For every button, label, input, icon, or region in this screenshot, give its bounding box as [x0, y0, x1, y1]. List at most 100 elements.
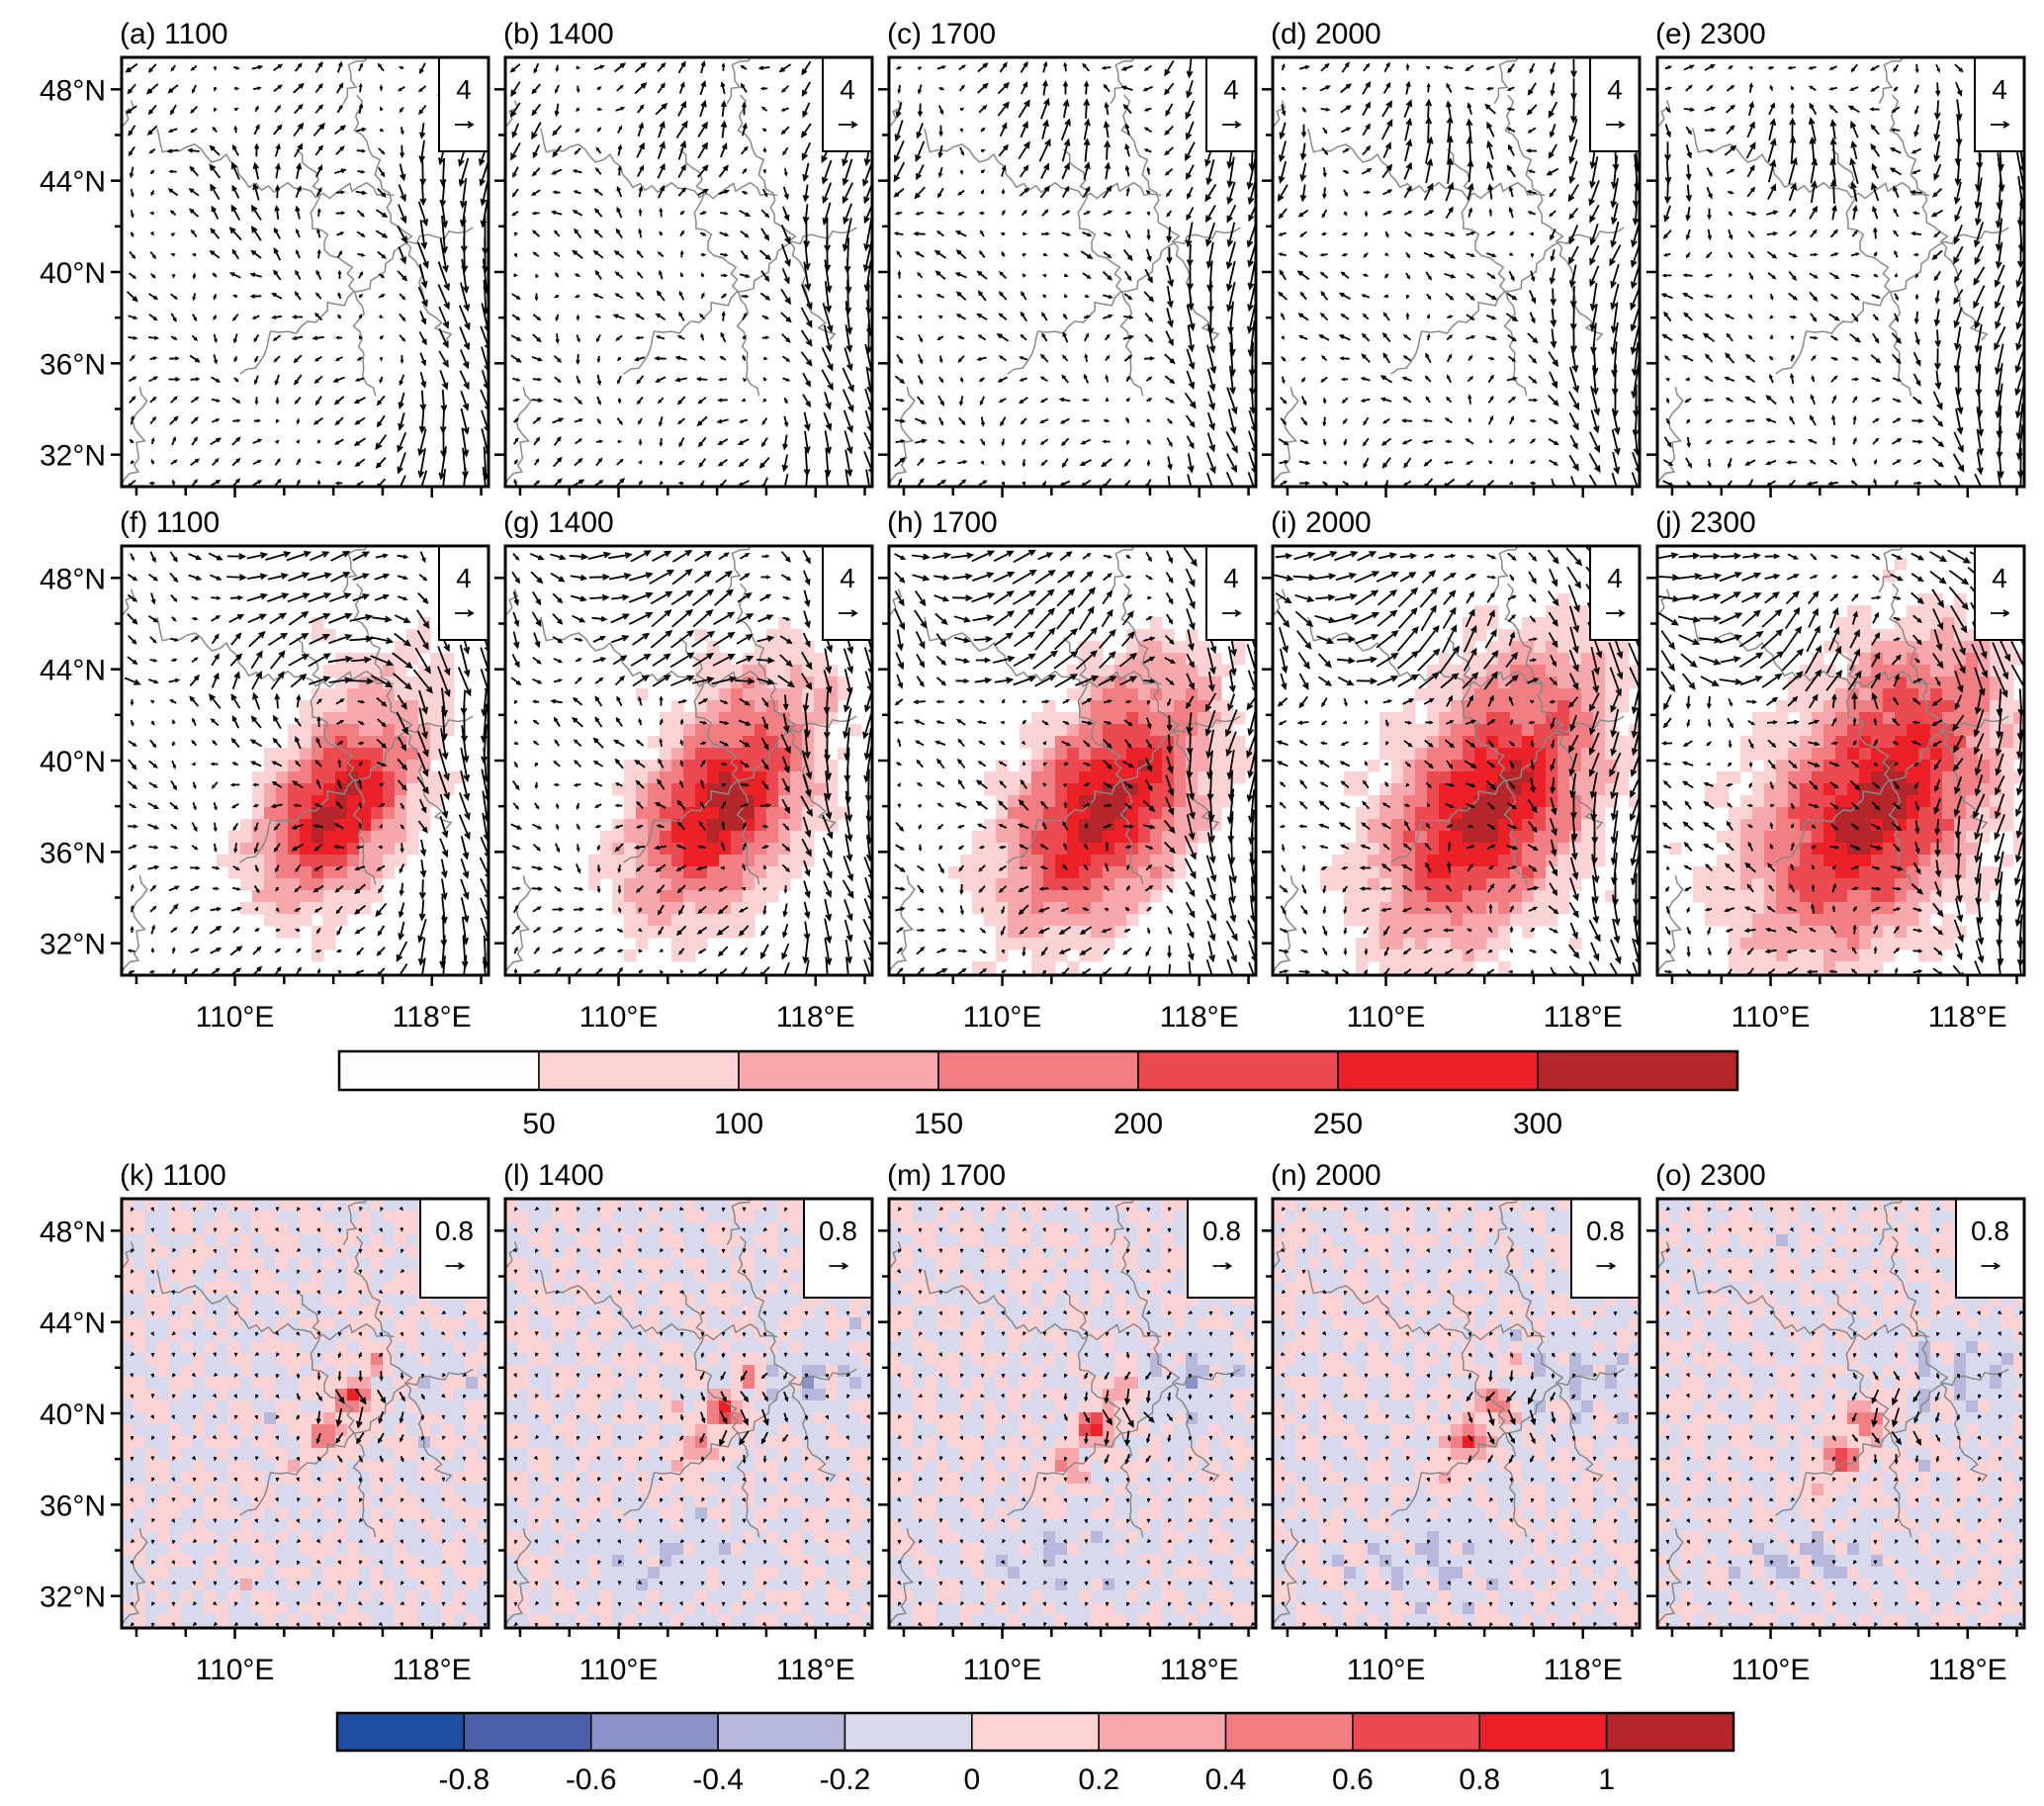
wind-vector	[1975, 202, 1983, 226]
wind-vector	[1424, 210, 1435, 217]
wind-vector	[1205, 959, 1213, 975]
wind-vector	[1995, 306, 2005, 329]
wind-vector	[1166, 210, 1173, 218]
wind-vector	[803, 261, 812, 292]
panel-content	[505, 57, 872, 487]
shading-cell	[1150, 688, 1163, 701]
shading-cell	[1391, 712, 1404, 725]
shading-cell	[1103, 926, 1115, 939]
wind-vector	[170, 865, 179, 870]
wind-vector	[1081, 720, 1094, 726]
wind-vector	[679, 739, 684, 746]
wind-vector	[614, 758, 624, 769]
wind-vector	[976, 823, 987, 830]
wind-vector	[167, 84, 179, 94]
wind-vector	[127, 948, 135, 953]
wind-vector	[1466, 182, 1474, 201]
wind-vector	[1062, 98, 1070, 119]
wind-vector	[915, 140, 926, 163]
wind-vector	[1101, 65, 1111, 70]
shading-cell	[1150, 700, 1163, 713]
wind-vector	[1932, 415, 1944, 427]
wind-vector	[780, 107, 789, 112]
wind-vector	[1105, 374, 1110, 383]
wind-vector	[169, 801, 179, 810]
wind-vector	[1509, 230, 1515, 236]
wind-vector	[934, 612, 948, 625]
wind-vector	[171, 479, 176, 486]
wind-vector	[1663, 205, 1671, 224]
wind-vector	[718, 552, 730, 561]
reference-vector-box: 4	[1205, 56, 1257, 152]
wind-vector	[1767, 272, 1777, 280]
wind-vector	[418, 263, 428, 289]
shading-cell	[1103, 843, 1115, 856]
wind-vector	[532, 823, 543, 830]
wind-vector	[780, 574, 792, 581]
wind-vector	[801, 60, 812, 76]
shading-cell	[1463, 866, 1475, 879]
wind-vector	[822, 837, 833, 859]
shading-cell	[1510, 712, 1523, 725]
wind-vector	[552, 125, 563, 136]
wind-vector	[356, 230, 366, 237]
shading-cell	[406, 771, 419, 784]
wind-vector	[917, 84, 923, 95]
wind-vector	[535, 273, 539, 278]
wind-vector	[171, 718, 176, 725]
wind-vector	[1103, 759, 1112, 770]
shading-cell	[1427, 843, 1440, 856]
boundary-line	[1062, 148, 1144, 397]
wind-vector	[574, 927, 583, 934]
shading-cell	[371, 736, 384, 749]
wind-vector	[936, 758, 945, 769]
wind-vector	[2016, 242, 2024, 269]
wind-vector	[1871, 398, 1881, 403]
wind-vector	[935, 633, 947, 648]
province-boundaries	[122, 57, 474, 487]
wind-vector	[863, 958, 871, 975]
wind-vector	[356, 210, 365, 218]
shading-cell	[1079, 914, 1092, 927]
wind-vector	[191, 845, 199, 851]
shading-cell	[300, 890, 312, 903]
wind-vector	[231, 886, 241, 891]
wind-vector	[1278, 208, 1288, 220]
wind-vector	[1705, 439, 1713, 445]
wind-vector	[211, 205, 220, 220]
shading-cell	[1546, 629, 1558, 642]
shading-cell	[311, 771, 324, 784]
wind-vector	[914, 719, 926, 726]
wind-vector	[336, 60, 343, 73]
wind-vector	[954, 802, 967, 809]
wind-vector	[1852, 437, 1857, 445]
wind-vector	[168, 377, 181, 382]
wind-vector	[460, 836, 470, 860]
shading-cell	[1103, 866, 1115, 879]
wind-vector	[1143, 824, 1156, 830]
shading-cell	[1209, 760, 1222, 772]
wind-vector	[781, 267, 790, 285]
lat-tick-label: 36°N	[40, 348, 106, 381]
wind-vector	[1610, 155, 1619, 190]
wind-vector	[980, 149, 986, 153]
shading-cell	[1031, 748, 1044, 761]
wind-vector	[1995, 363, 2003, 398]
shading-cell	[430, 724, 443, 737]
wind-vector	[1186, 370, 1196, 391]
wind-vector	[419, 220, 428, 250]
shading-cell	[1474, 760, 1487, 772]
wind-vector	[358, 293, 364, 299]
wind-vector	[894, 211, 903, 216]
wind-vector	[1079, 459, 1093, 467]
wind-vector	[212, 418, 221, 423]
boundary-line	[122, 875, 148, 975]
reference-vector-value: 4	[1992, 74, 2007, 105]
wind-vector	[1445, 439, 1452, 444]
wind-vector	[1568, 264, 1577, 289]
shading-cell	[683, 760, 696, 772]
shading-cell	[814, 783, 827, 796]
wind-vector	[1827, 481, 1838, 486]
shading-cell	[1510, 700, 1523, 713]
wind-vector	[316, 208, 321, 218]
